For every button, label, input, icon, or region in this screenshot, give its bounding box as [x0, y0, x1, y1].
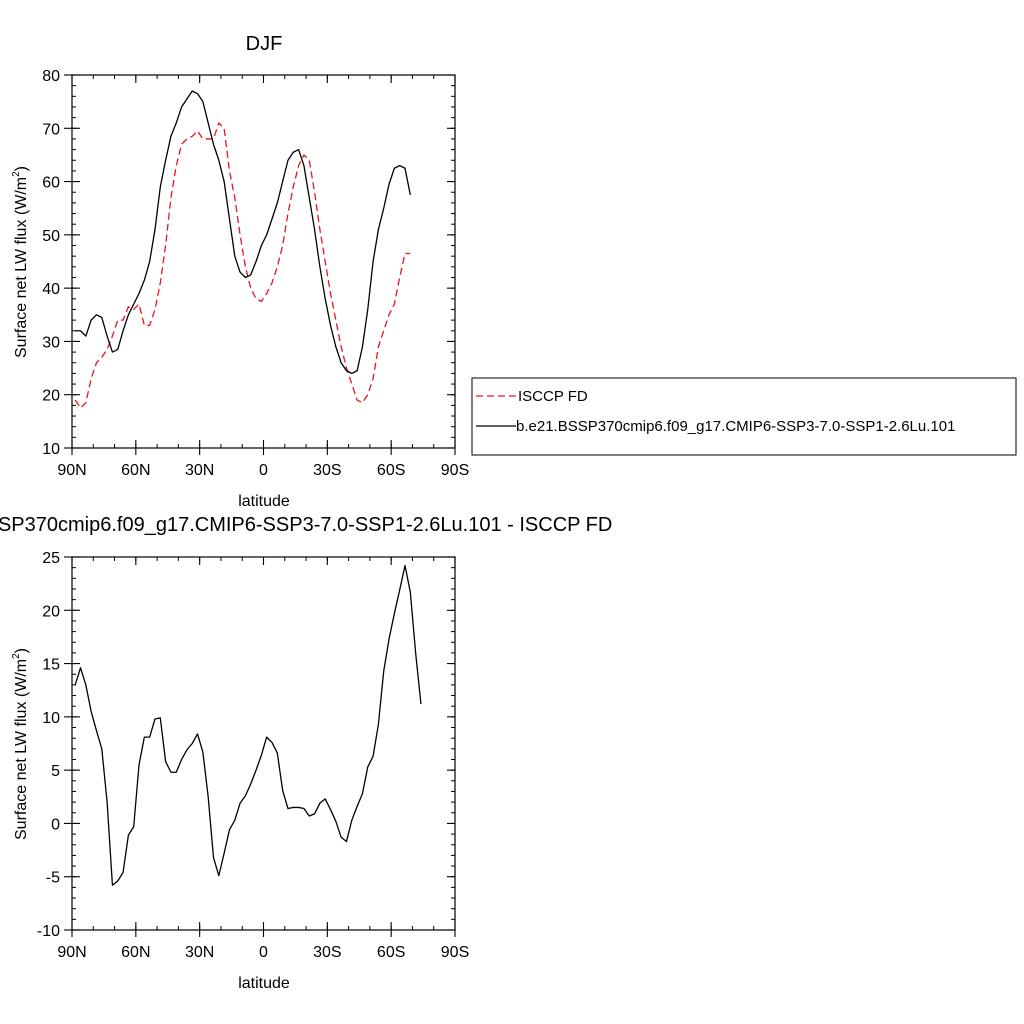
top-x-ticks: 90N 60N 30N 0 30S 60S 90S: [57, 75, 469, 479]
bottom-plot-frame: [71, 556, 456, 931]
bottom-y-tick-label: 0: [51, 816, 60, 833]
bottom-y-axis-title: Surface net LW flux (W/m2): [11, 648, 30, 840]
bottom-x-tick-label: 30S: [313, 944, 341, 961]
top-y-tick-label: 20: [42, 388, 60, 405]
bottom-x-tick-label: 90N: [57, 944, 86, 961]
top-y-tick-label: 40: [42, 281, 60, 298]
top-y-ticks: 10 20 30 40 50 60 70 80: [42, 68, 455, 458]
bottom-y-axis-title-sup: 2: [11, 653, 22, 659]
bottom-y-tick-label: -10: [37, 923, 60, 940]
top-y-tick-label: 30: [42, 334, 60, 351]
top-y-axis-title-close: ): [13, 166, 30, 171]
bottom-x-tick-label: 60S: [377, 944, 405, 961]
bottom-y-tick-label: 10: [42, 710, 60, 727]
bottom-y-ticks: -10 -5 0 5 10 15 20 25: [37, 550, 455, 940]
bottom-y-tick-label: 5: [51, 763, 60, 780]
top-plot-frame: [71, 74, 456, 449]
bottom-y-axis-title-main: Surface net LW flux (W/m: [13, 659, 30, 840]
bottom-series-lines: [74, 564, 422, 886]
bottom-x-tick-label: 60N: [121, 944, 150, 961]
top-series-line-1: [74, 122, 411, 409]
bottom-x-tick-label: 90S: [441, 944, 469, 961]
top-y-tick-label: 60: [42, 175, 60, 192]
top-series-line-2: [75, 90, 411, 375]
legend-label-model: b.e21.BSSP370cmip6.f09_g17.CMIP6-SSP3-7.…: [516, 418, 955, 435]
legend: ISCCP FD b.e21.BSSP370cmip6.f09_g17.CMIP…: [471, 377, 1017, 456]
top-series-lines: [74, 90, 411, 409]
top-panel: DJF 10 20 30 40 50 60 70 80 90N 60N 30N 0 30S 60S 90S…: [11, 33, 469, 510]
top-y-tick-label: 70: [42, 121, 60, 138]
top-y-tick-label: 50: [42, 228, 60, 245]
top-y-axis-title-main: Surface net LW flux (W/m: [13, 177, 30, 358]
bottom-y-tick-label: 20: [42, 603, 60, 620]
bottom-y-tick-label: -5: [46, 870, 60, 887]
bottom-x-ticks: 90N 60N 30N 0 30S 60S 90S: [57, 557, 469, 961]
top-y-tick-label: 10: [42, 441, 60, 458]
bottom-y-tick-label: 25: [42, 550, 60, 567]
bottom-panel-title: b.e21.BSSP370cmip6.f09_g17.CMIP6-SSP3-7.…: [0, 514, 612, 536]
top-y-tick-label: 80: [42, 68, 60, 85]
top-x-tick-label: 0: [259, 462, 268, 479]
top-x-tick-label: 90N: [57, 462, 86, 479]
legend-box: [471, 377, 1017, 456]
top-x-tick-label: 90S: [441, 462, 469, 479]
top-x-tick-label: 60N: [121, 462, 150, 479]
legend-label-isccp: ISCCP FD: [518, 388, 588, 405]
bottom-series-line-1: [74, 564, 422, 886]
bottom-y-tick-label: 15: [42, 657, 60, 674]
top-x-axis-title: latitude: [238, 493, 290, 510]
bottom-x-axis-title: latitude: [238, 975, 290, 992]
top-panel-title: DJF: [246, 33, 283, 55]
top-x-tick-label: 60S: [377, 462, 405, 479]
top-y-axis-title: Surface net LW flux (W/m2): [11, 166, 30, 358]
bottom-x-tick-label: 0: [259, 944, 268, 961]
top-x-tick-label: 30S: [313, 462, 341, 479]
bottom-panel: b.e21.BSSP370cmip6.f09_g17.CMIP6-SSP3-7.…: [0, 514, 612, 992]
bottom-x-tick-label: 30N: [185, 944, 214, 961]
top-y-axis-title-sup: 2: [11, 171, 22, 177]
bottom-y-axis-title-close: ): [13, 648, 30, 653]
top-x-tick-label: 30N: [185, 462, 214, 479]
